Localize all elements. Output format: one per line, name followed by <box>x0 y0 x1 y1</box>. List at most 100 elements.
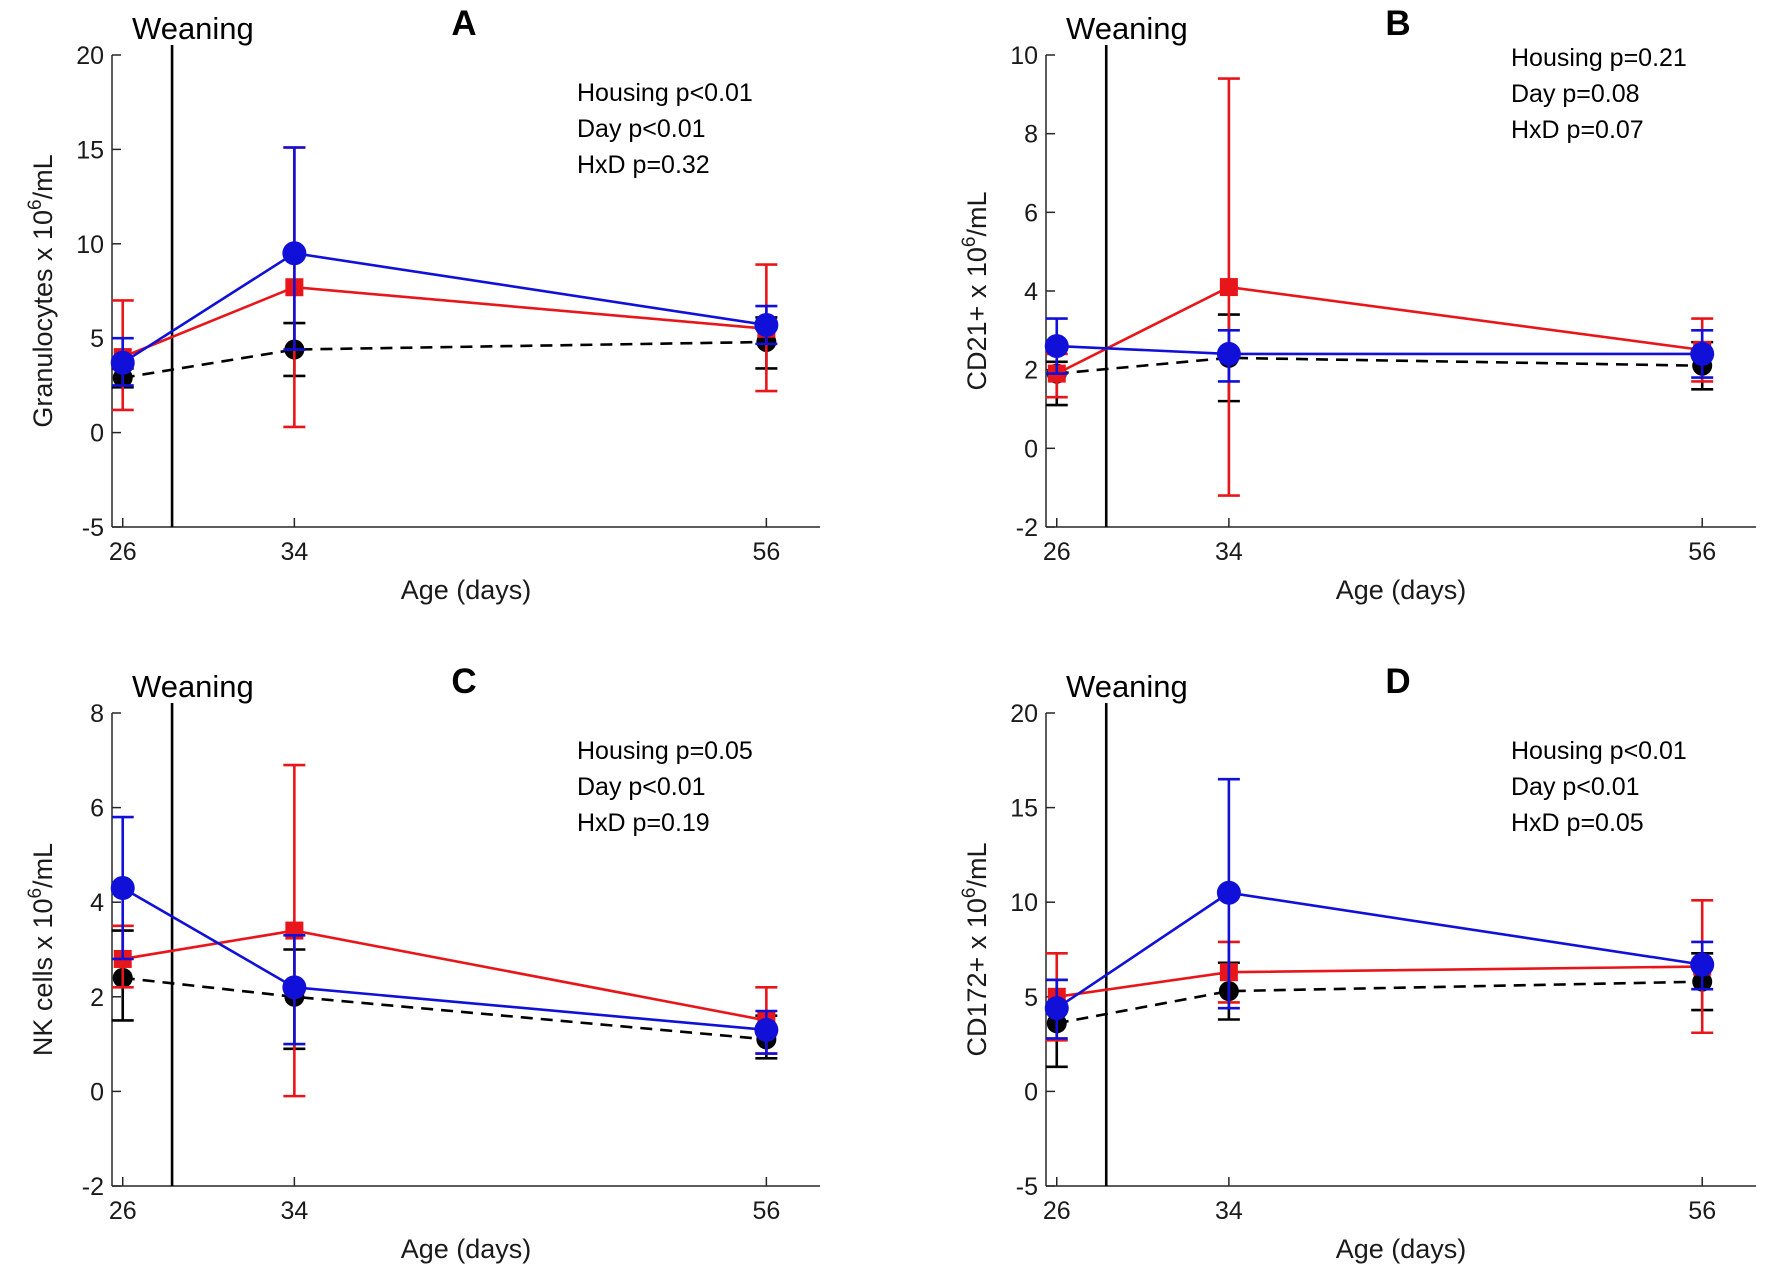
y-tick-label: 0 <box>1024 1078 1038 1106</box>
y-axis-label-base: Granulocytes x 10 <box>28 210 58 428</box>
y-axis-label: NK cells x 106/mL <box>25 843 58 1056</box>
data-point-blue <box>282 241 307 266</box>
y-tick-label: 0 <box>90 420 104 448</box>
series-black <box>111 929 778 1060</box>
panel-letter: D <box>1385 662 1410 701</box>
y-tick-label: 20 <box>1010 700 1038 728</box>
stat-annotation: Housing p<0.01 <box>1511 737 1687 765</box>
y-axis-label-superscript: 6 <box>959 888 980 899</box>
series-line-black <box>122 976 767 1041</box>
stat-annotation: HxD p=0.19 <box>577 809 710 837</box>
x-axis-label: Age (days) <box>401 1234 532 1264</box>
y-tick-label: 0 <box>90 1078 104 1106</box>
stat-annotation: Day p<0.01 <box>577 115 706 143</box>
panel-a: -5 0 5 10 15 20 26 34 56 Age (days) Granulocytes x… <box>25 4 820 605</box>
y-tick-label: 10 <box>1010 889 1038 917</box>
y-tick-label: 0 <box>1024 435 1038 463</box>
panel-letter: C <box>451 662 476 701</box>
y-tick-label: 15 <box>76 136 104 164</box>
y-axis-label: CD21+ x 106/mL <box>959 192 992 391</box>
data-point-blue <box>1690 341 1715 366</box>
x-tick-label: 56 <box>1688 1197 1716 1225</box>
stat-annotation: Housing p<0.01 <box>577 79 753 107</box>
y-tick-label: 5 <box>90 325 104 353</box>
x-axis-label: Age (days) <box>401 575 532 605</box>
x-tick-label: 26 <box>1043 538 1071 566</box>
series-blue <box>1044 317 1715 383</box>
series-blue <box>110 146 779 387</box>
weaning-label: Weaning <box>1066 11 1188 46</box>
x-tick-label: 34 <box>1215 538 1243 566</box>
y-tick-label: 8 <box>1024 121 1038 149</box>
y-tick-label: 5 <box>1024 984 1038 1012</box>
data-point-blue <box>1690 952 1715 977</box>
panel-letter: A <box>451 4 476 43</box>
panel-letter: B <box>1385 4 1410 43</box>
series-line-blue <box>1056 344 1703 356</box>
data-point-blue <box>1216 341 1241 366</box>
y-tick-label: 4 <box>90 889 104 917</box>
x-axis-label: Age (days) <box>1336 1234 1467 1264</box>
series-blue <box>110 815 779 1055</box>
data-point-red <box>1219 278 1238 297</box>
x-tick-label: 56 <box>752 1197 780 1225</box>
x-axis-label: Age (days) <box>1336 575 1467 605</box>
weaning-label: Weaning <box>1066 669 1188 704</box>
stat-annotation: Day p<0.01 <box>1511 773 1640 801</box>
y-axis-label: CD172+ x 106/mL <box>959 843 992 1057</box>
y-tick-label: 20 <box>76 42 104 70</box>
data-point-blue <box>1216 880 1241 905</box>
x-tick-label: 26 <box>109 1197 137 1225</box>
series-black <box>111 316 778 389</box>
weaning-label: Weaning <box>132 669 254 704</box>
x-tick-label: 34 <box>280 538 308 566</box>
series-line-blue <box>1056 891 1703 1010</box>
y-tick-label: 6 <box>1024 199 1038 227</box>
data-point-blue <box>110 876 135 901</box>
y-tick-label: 10 <box>1010 42 1038 70</box>
y-axis-label-superscript: 6 <box>25 888 46 899</box>
series-red <box>111 146 778 429</box>
y-tick-label: 4 <box>1024 278 1038 306</box>
data-point-blue <box>282 975 307 1000</box>
weaning-label: Weaning <box>132 11 254 46</box>
data-point-blue <box>1044 996 1069 1021</box>
stat-annotation: Day p<0.01 <box>577 773 706 801</box>
y-tick-label: 15 <box>1010 795 1038 823</box>
y-axis-label-unit: /mL <box>962 192 992 237</box>
data-point-blue <box>110 350 135 375</box>
panel-d: -5 0 5 10 15 20 26 34 56 Age (days) CD172+ x 106/m… <box>959 662 1756 1264</box>
series-red <box>1045 899 1714 1042</box>
stat-annotation: HxD p=0.05 <box>1511 809 1644 837</box>
y-tick-label: 2 <box>1024 357 1038 385</box>
stat-annotation: HxD p=0.32 <box>577 151 710 179</box>
x-tick-label: 56 <box>1688 538 1716 566</box>
y-axis-label-base: CD21+ x 10 <box>962 247 992 390</box>
data-point-blue <box>1044 334 1069 359</box>
data-point-blue <box>754 312 779 337</box>
series-blue <box>1044 777 1715 1040</box>
y-axis-label-base: CD172+ x 10 <box>962 898 992 1056</box>
x-tick-label: 34 <box>1215 1197 1243 1225</box>
y-tick-label: 2 <box>90 984 104 1012</box>
series-line-red <box>1056 965 1703 999</box>
y-tick-label: 8 <box>90 700 104 728</box>
x-tick-label: 26 <box>1043 1197 1071 1225</box>
y-axis-label-superscript: 6 <box>25 199 46 210</box>
y-axis-label-unit: /mL <box>28 154 58 199</box>
data-point-blue <box>754 1017 779 1042</box>
y-tick-label: -2 <box>1016 514 1038 542</box>
y-axis-label-superscript: 6 <box>959 237 980 248</box>
stat-annotation: Housing p=0.05 <box>577 737 753 765</box>
y-axis-label-unit: /mL <box>28 843 58 888</box>
x-tick-label: 34 <box>280 1197 308 1225</box>
stat-annotation: Day p=0.08 <box>1511 80 1640 108</box>
stat-annotation: HxD p=0.07 <box>1511 116 1644 144</box>
series-line-black <box>1056 980 1703 1025</box>
y-axis-label-unit: /mL <box>962 843 992 888</box>
y-axis-label: Granulocytes x 106/mL <box>25 154 58 427</box>
y-tick-label: -5 <box>82 514 104 542</box>
